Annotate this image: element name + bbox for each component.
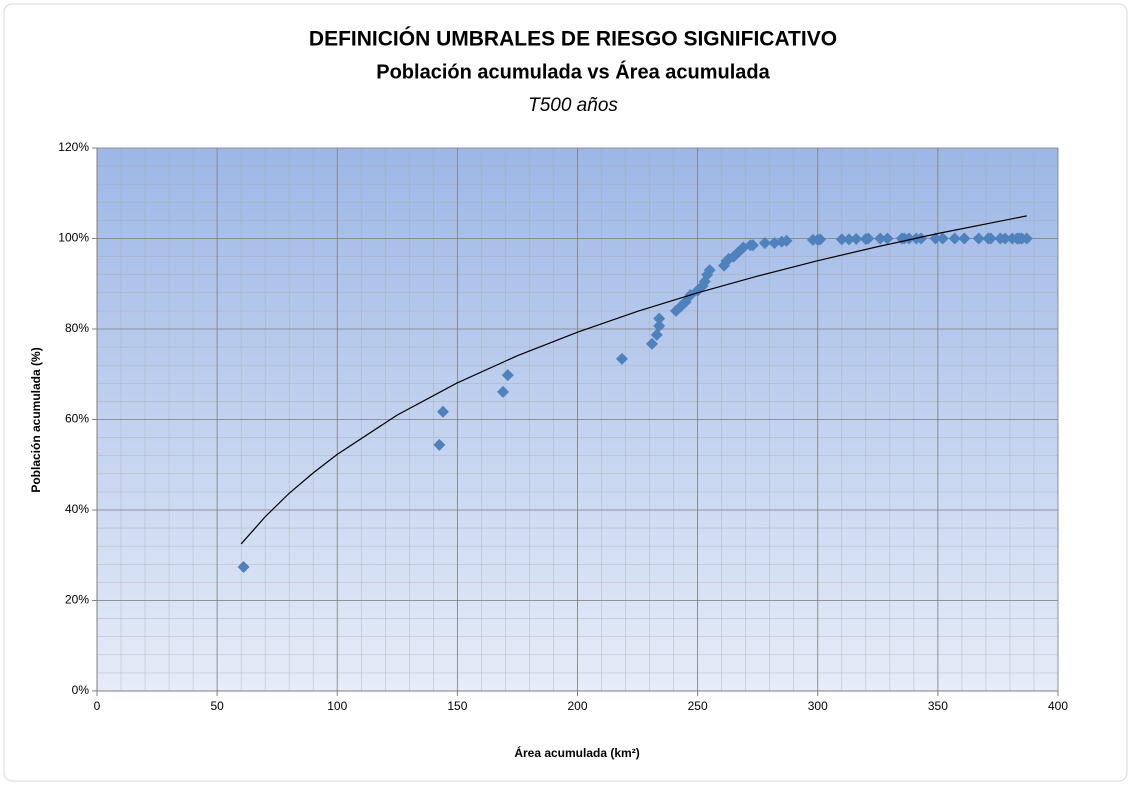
- x-tick-label: 100: [327, 699, 347, 713]
- x-tick-label: 50: [210, 699, 224, 713]
- data-point: [501, 369, 514, 382]
- y-axis-label: Población acumulada (%): [29, 347, 43, 492]
- data-point: [433, 438, 446, 451]
- data-point: [999, 232, 1012, 245]
- data-point: [650, 328, 663, 341]
- x-tick-label: 250: [688, 699, 708, 713]
- data-point: [915, 232, 928, 245]
- y-tick-label: 100%: [58, 231, 89, 245]
- y-tick-label: 0%: [72, 683, 90, 697]
- data-point: [814, 233, 827, 246]
- data-point: [984, 232, 997, 245]
- data-point: [653, 312, 666, 325]
- data-point: [835, 233, 848, 246]
- data-point: [237, 561, 250, 574]
- y-tick-label: 60%: [65, 412, 89, 426]
- data-point: [948, 232, 961, 245]
- data-point: [881, 232, 894, 245]
- data-point: [615, 352, 628, 365]
- chart-subtitle: Población acumulada vs Área acumulada: [376, 60, 770, 83]
- data-point: [746, 239, 759, 252]
- data-point: [929, 232, 942, 245]
- chart-subtitle: T500 años: [528, 95, 618, 116]
- data-point: [497, 385, 510, 398]
- y-tick-label: 40%: [65, 502, 89, 516]
- x-tick-label: 300: [808, 699, 828, 713]
- data-point: [862, 232, 875, 245]
- x-tick-label: 150: [447, 699, 467, 713]
- data-point: [874, 232, 887, 245]
- data-point: [653, 319, 666, 332]
- data-point: [645, 337, 658, 350]
- data-point: [842, 233, 855, 246]
- data-point: [936, 232, 949, 245]
- data-point: [780, 234, 793, 247]
- data-point: [758, 237, 771, 250]
- y-tick-label: 120%: [58, 140, 89, 154]
- data-point: [850, 232, 863, 245]
- x-tick-label: 400: [1048, 699, 1068, 713]
- x-tick-label: 350: [928, 699, 948, 713]
- x-tick-label: 200: [567, 699, 587, 713]
- data-point: [972, 232, 985, 245]
- x-tick-label: 0: [94, 699, 101, 713]
- data-point: [903, 232, 916, 245]
- trend-line: [240, 215, 1027, 545]
- y-tick-label: 80%: [65, 321, 89, 335]
- data-point: [703, 264, 716, 277]
- x-axis-label: Área acumulada (km²): [514, 745, 639, 760]
- data-point: [436, 405, 449, 418]
- data-point: [1020, 232, 1033, 245]
- y-tick-label: 20%: [65, 593, 89, 607]
- chart-title: DEFINICIÓN UMBRALES DE RIESGO SIGNIFICAT…: [309, 27, 837, 51]
- data-point: [958, 232, 971, 245]
